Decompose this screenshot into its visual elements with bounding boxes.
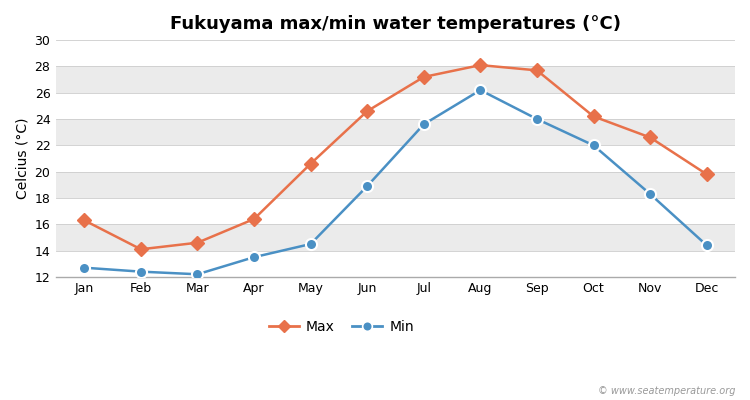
Max	[363, 109, 372, 114]
Max	[419, 74, 428, 79]
Max	[476, 63, 484, 68]
Line: Max: Max	[80, 60, 712, 254]
Y-axis label: Celcius (°C): Celcius (°C)	[15, 118, 29, 199]
Max	[250, 217, 259, 222]
Bar	[56, 172, 735, 198]
Bar	[56, 145, 735, 172]
Max	[80, 218, 88, 223]
Min	[702, 243, 711, 248]
Line: Min: Min	[79, 84, 712, 280]
Bar	[56, 198, 735, 224]
Bar	[56, 66, 735, 93]
Max	[702, 172, 711, 177]
Max	[136, 247, 146, 252]
Bar	[56, 250, 735, 277]
Bar	[56, 224, 735, 250]
Min	[363, 184, 372, 188]
Min	[419, 122, 428, 127]
Max	[589, 114, 598, 119]
Max	[306, 161, 315, 166]
Min	[193, 272, 202, 277]
Min	[80, 265, 88, 270]
Text: © www.seatemperature.org: © www.seatemperature.org	[598, 386, 735, 396]
Min	[646, 192, 655, 196]
Max	[646, 135, 655, 140]
Max	[193, 240, 202, 245]
Min	[136, 269, 146, 274]
Bar	[56, 40, 735, 66]
Bar	[56, 93, 735, 119]
Min	[589, 143, 598, 148]
Legend: Max, Min: Max, Min	[263, 315, 419, 340]
Title: Fukuyama max/min water temperatures (°C): Fukuyama max/min water temperatures (°C)	[170, 15, 621, 33]
Max	[532, 68, 542, 73]
Min	[306, 242, 315, 246]
Min	[476, 88, 484, 92]
Min	[250, 255, 259, 260]
Bar	[56, 119, 735, 145]
Min	[532, 117, 542, 122]
